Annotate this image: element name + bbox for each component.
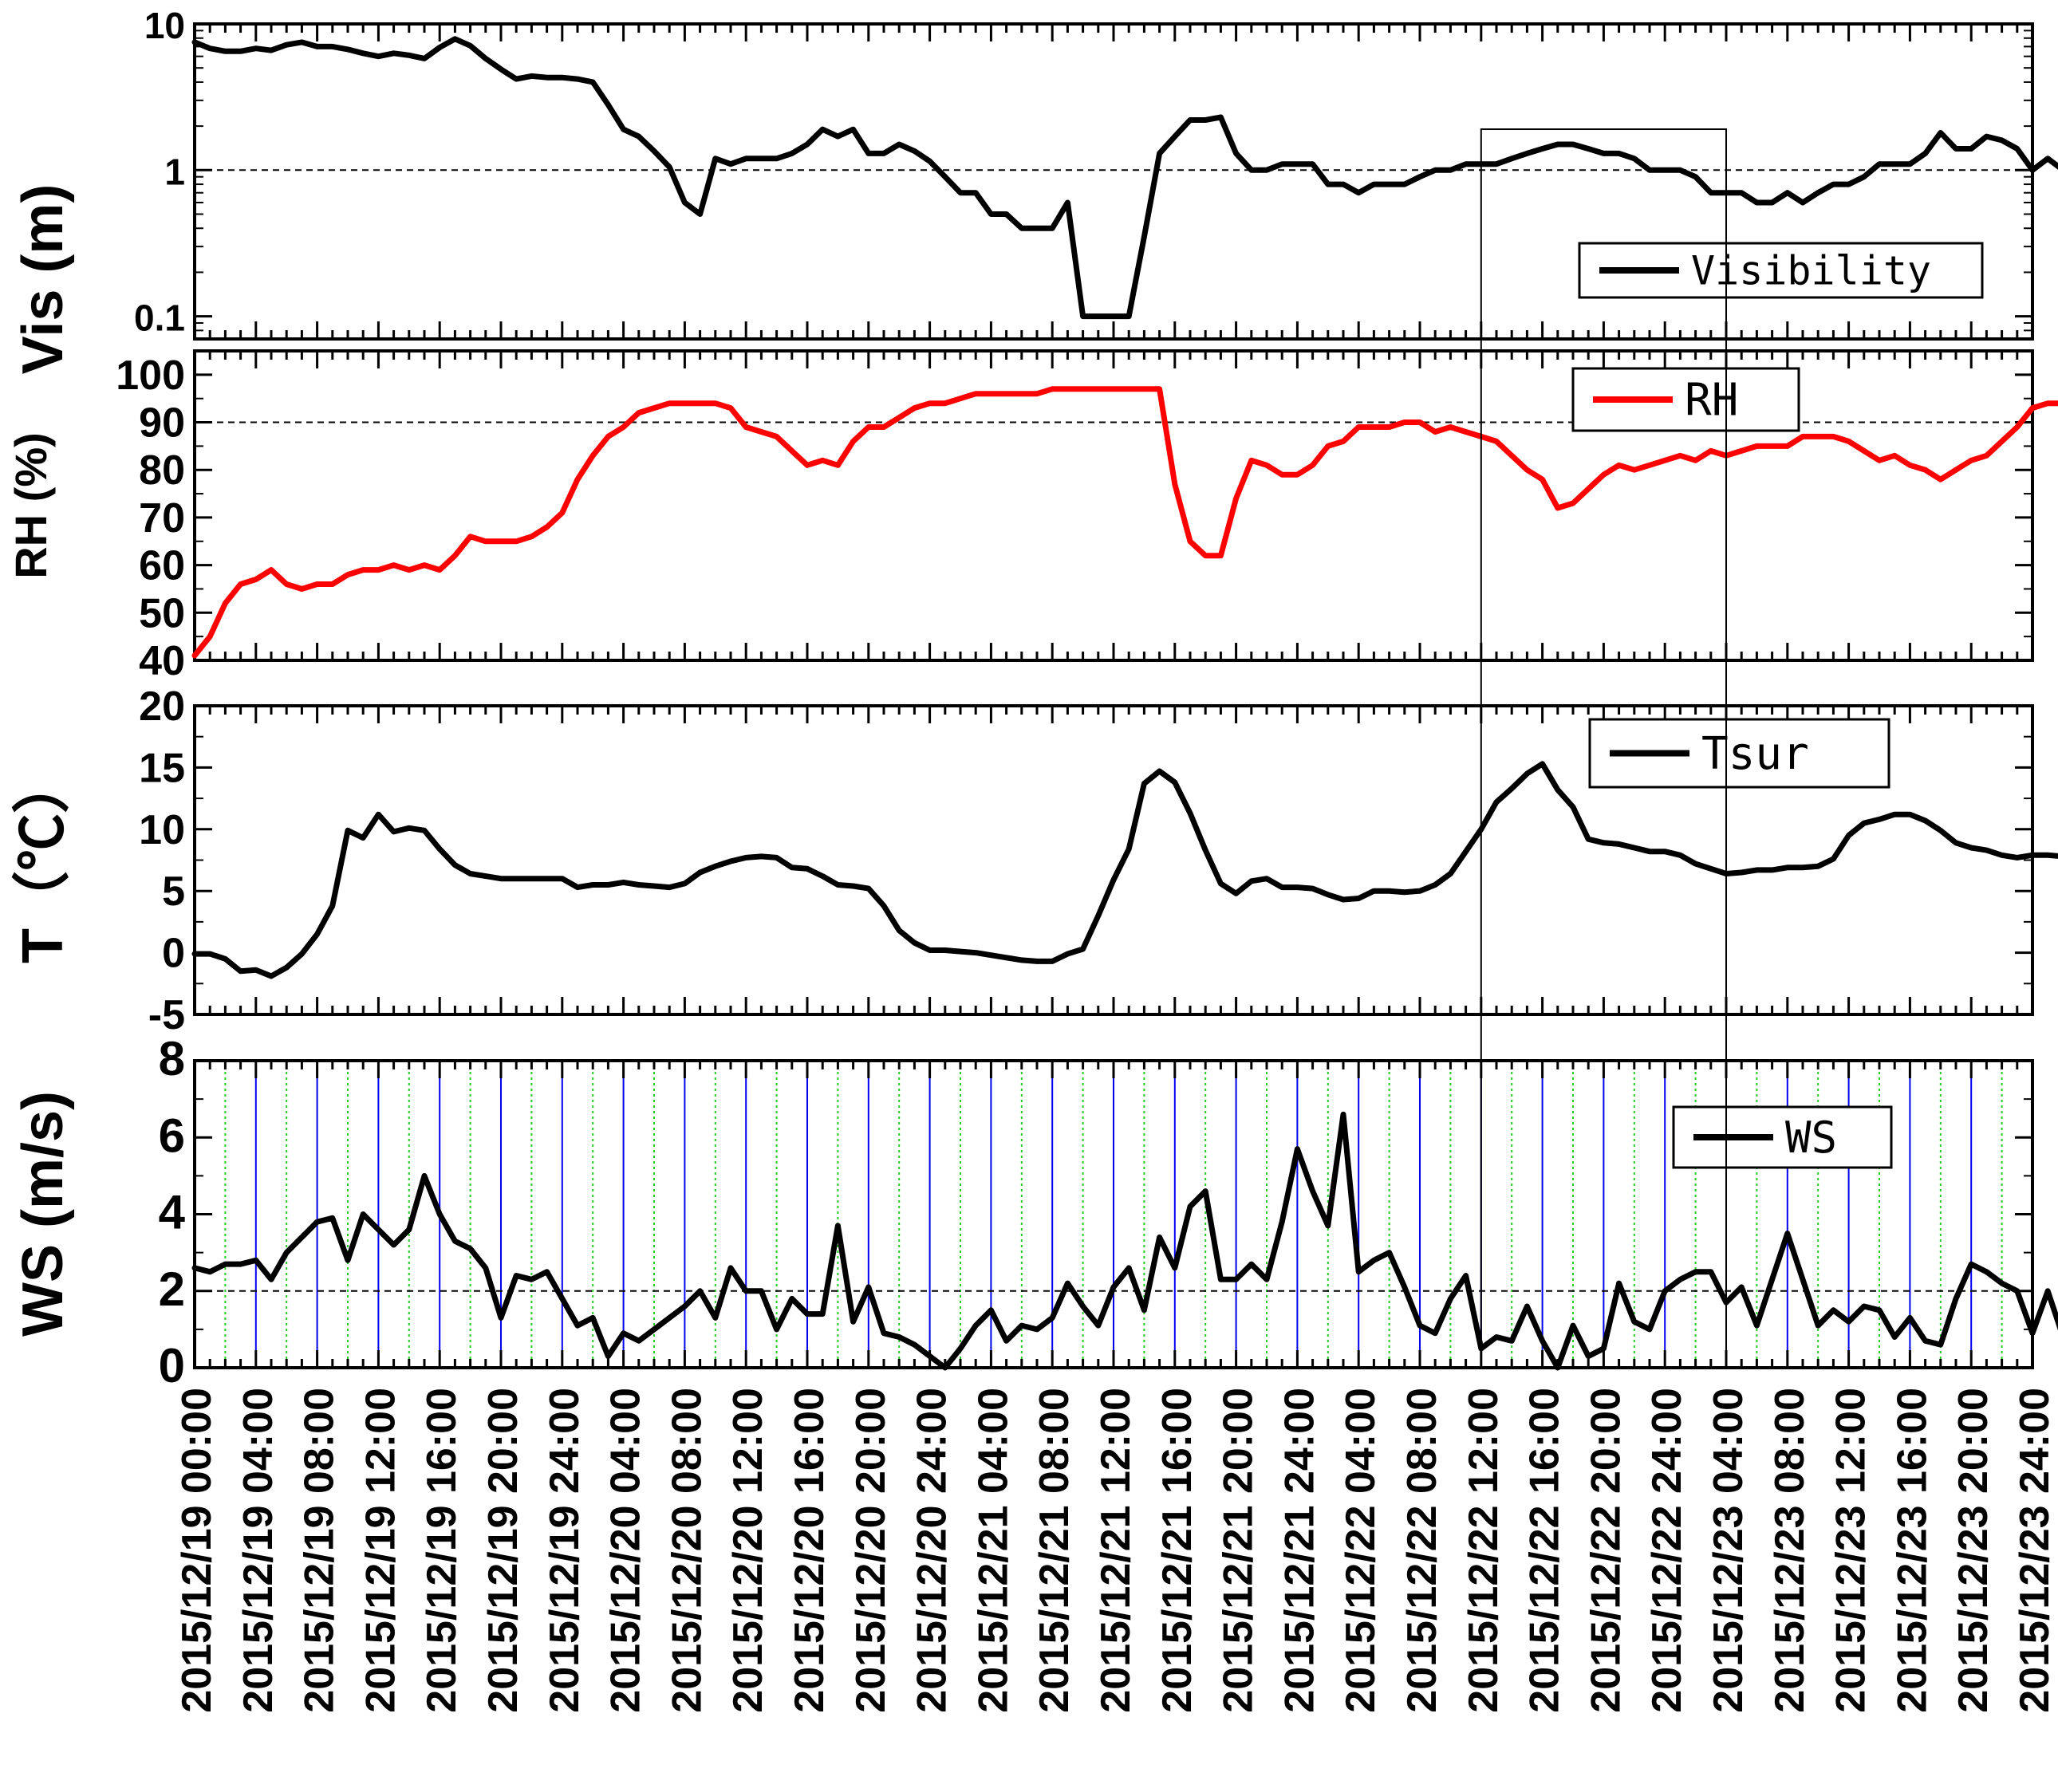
x-tick-label: 2015/12/23 20:00 bbox=[1950, 1388, 1997, 1713]
x-tick-label: 2015/12/22 12:00 bbox=[1461, 1388, 1507, 1713]
x-tick-label: 2015/12/19 24:00 bbox=[542, 1388, 588, 1713]
series-line-rh bbox=[191, 386, 2058, 659]
x-tick-label: 2015/12/23 16:00 bbox=[1889, 1388, 1935, 1713]
series-line-vis bbox=[191, 36, 2058, 320]
x-tick-label: 2015/12/22 16:00 bbox=[1522, 1388, 1568, 1713]
y-tick-label: 6 bbox=[159, 1109, 185, 1162]
y-tick-label: 20 bbox=[139, 683, 185, 730]
legend-label: Visibility bbox=[1691, 248, 1931, 294]
y-tick-label: 10 bbox=[139, 807, 185, 853]
series-line-ws bbox=[191, 1111, 2058, 1371]
x-tick-label: 2015/12/22 24:00 bbox=[1644, 1388, 1690, 1713]
y-tick-label: 80 bbox=[139, 447, 185, 494]
y-axis-title-vis: Vis (m) bbox=[11, 184, 75, 375]
y-tick-label: 4 bbox=[159, 1186, 186, 1239]
x-tick-label: 2015/12/20 04:00 bbox=[603, 1388, 649, 1713]
x-tick-label: 2015/12/19 20:00 bbox=[480, 1388, 526, 1713]
panel-ws: 0 2 4 6 8 WS (m/s) WS bbox=[11, 1032, 2058, 1392]
y-axis-title-rh: RH (%) bbox=[6, 432, 56, 579]
y-tick-label: 70 bbox=[139, 495, 185, 542]
x-tick-label: 2015/12/20 20:00 bbox=[848, 1388, 894, 1713]
y-tick-label: 90 bbox=[139, 400, 185, 447]
legend-label: Tsur bbox=[1701, 728, 1809, 780]
x-tick-label: 2015/12/21 04:00 bbox=[970, 1388, 1016, 1713]
x-tick-label: 2015/12/20 16:00 bbox=[787, 1388, 833, 1713]
y-tick-label: 100 bbox=[116, 352, 185, 399]
y-tick-label: 15 bbox=[139, 745, 185, 791]
x-tick-label: 2015/12/23 24:00 bbox=[2012, 1388, 2058, 1713]
y-tick-label: -5 bbox=[148, 992, 185, 1038]
y-axis-title-ws: WS (m/s) bbox=[11, 1091, 75, 1337]
panel-vis: 10 1 0.1 Vis (m) Visibility bbox=[11, 5, 2058, 374]
x-tick-label: 2015/12/22 04:00 bbox=[1338, 1388, 1384, 1713]
y-tick-label: 0 bbox=[162, 931, 185, 977]
x-tick-label: 2015/12/20 08:00 bbox=[664, 1388, 710, 1713]
y-tick-label: 5 bbox=[162, 868, 185, 915]
x-tick-label: 2015/12/19 00:00 bbox=[174, 1388, 220, 1713]
x-tick-label: 2015/12/21 16:00 bbox=[1154, 1388, 1200, 1713]
legend-t: Tsur bbox=[1588, 718, 1890, 789]
highlight-box bbox=[1480, 128, 1727, 1368]
y-tick-label: 8 bbox=[159, 1032, 185, 1085]
legend-label: WS bbox=[1785, 1113, 1837, 1163]
series-line-t bbox=[191, 761, 2058, 979]
x-tick-label: 2015/12/22 20:00 bbox=[1583, 1388, 1629, 1713]
legend-label: RH bbox=[1685, 375, 1738, 427]
x-tick-label: 2015/12/21 12:00 bbox=[1093, 1388, 1139, 1713]
y-tick-label: 1 bbox=[164, 151, 185, 192]
y-tick-label: 60 bbox=[139, 543, 185, 589]
y-tick-label: 0.1 bbox=[134, 297, 185, 339]
x-tick-label: 2015/12/21 20:00 bbox=[1216, 1388, 1262, 1713]
y-tick-label: 50 bbox=[139, 590, 185, 636]
x-tick-label: 2015/12/23 08:00 bbox=[1767, 1388, 1813, 1713]
y-tick-label: 40 bbox=[139, 638, 185, 684]
x-tick-label: 2015/12/19 16:00 bbox=[419, 1388, 465, 1713]
x-tick-label: 2015/12/19 12:00 bbox=[357, 1388, 404, 1713]
y-tick-label: 10 bbox=[144, 5, 185, 46]
legend-vis: Visibility bbox=[1578, 242, 1984, 299]
x-tick-label: 2015/12/23 04:00 bbox=[1705, 1388, 1752, 1713]
x-tick-label: 2015/12/21 08:00 bbox=[1031, 1388, 1078, 1713]
x-tick-label: 2015/12/19 08:00 bbox=[297, 1388, 343, 1713]
panel-t: -5 0 5 10 15 20 T（℃） Tsur bbox=[11, 683, 2058, 1038]
legend-rh: RH bbox=[1571, 367, 1800, 432]
x-tick-label: 2015/12/22 08:00 bbox=[1399, 1388, 1445, 1713]
legend-ws: WS bbox=[1672, 1105, 1893, 1169]
x-tick-label: 2015/12/21 24:00 bbox=[1276, 1388, 1323, 1713]
x-tick-label: 2015/12/19 04:00 bbox=[235, 1388, 282, 1713]
x-tick-label: 2015/12/20 24:00 bbox=[909, 1388, 956, 1713]
y-axis-title-t: T（℃） bbox=[11, 756, 75, 963]
y-tick-label: 2 bbox=[159, 1262, 185, 1316]
y-tick-label: 0 bbox=[159, 1339, 185, 1392]
x-tick-label: 2015/12/20 12:00 bbox=[725, 1388, 771, 1713]
x-tick-label: 2015/12/23 12:00 bbox=[1828, 1388, 1875, 1713]
